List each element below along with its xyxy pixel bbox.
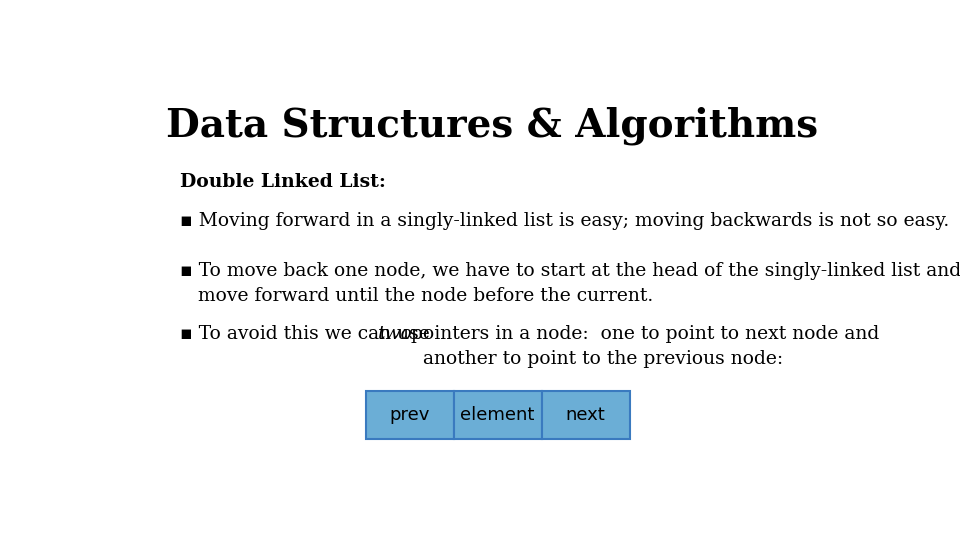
- Text: Double Linked List:: Double Linked List:: [180, 173, 385, 191]
- Text: Data Structures & Algorithms: Data Structures & Algorithms: [166, 106, 818, 145]
- Text: next: next: [565, 406, 606, 424]
- FancyBboxPatch shape: [366, 391, 453, 439]
- Text: two: two: [377, 325, 413, 343]
- Text: prev: prev: [390, 406, 430, 424]
- Text: element: element: [461, 406, 535, 424]
- Text: pointers in a node:  one to point to next node and
   another to point to the pr: pointers in a node: one to point to next…: [405, 325, 879, 368]
- FancyBboxPatch shape: [453, 391, 541, 439]
- Text: ▪ To move back one node, we have to start at the head of the singly-linked list : ▪ To move back one node, we have to star…: [180, 262, 960, 305]
- Text: ▪ Moving forward in a singly-linked list is easy; moving backwards is not so eas: ▪ Moving forward in a singly-linked list…: [180, 212, 948, 231]
- FancyBboxPatch shape: [541, 391, 630, 439]
- Text: ▪ To avoid this we can use: ▪ To avoid this we can use: [180, 325, 435, 343]
